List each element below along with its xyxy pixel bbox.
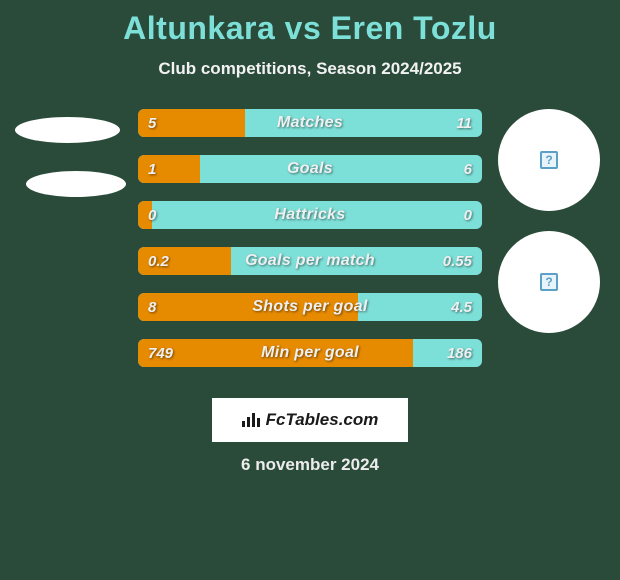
stat-right-value: 6 — [464, 155, 472, 183]
player2-avatar: ? — [498, 109, 600, 211]
comparison-panel: ? ? 5Matches11 1Goals6 0Hattricks0 0.2Goals… — [0, 109, 620, 389]
stat-row: 1Goals6 — [138, 155, 482, 183]
logo-bars-icon — [242, 413, 260, 427]
player2-club-avatar: ? — [498, 231, 600, 333]
player1-avatar-ellipse — [15, 117, 120, 143]
stat-right-value: 4.5 — [451, 293, 472, 321]
stat-label: Min per goal — [138, 339, 482, 367]
image-placeholder-icon: ? — [540, 151, 558, 169]
stat-row: 0Hattricks0 — [138, 201, 482, 229]
stat-label: Goals — [138, 155, 482, 183]
stat-right-value: 0 — [464, 201, 472, 229]
stat-row: 5Matches11 — [138, 109, 482, 137]
date-label: 6 november 2024 — [0, 455, 620, 475]
player2-avatar-group: ? ? — [494, 109, 604, 333]
stat-bars: 5Matches11 1Goals6 0Hattricks0 0.2Goals per… — [138, 109, 482, 385]
player1-avatar-group — [8, 109, 126, 197]
stat-row: 8Shots per goal4.5 — [138, 293, 482, 321]
page-title: Altunkara vs Eren Tozlu — [0, 0, 620, 47]
logo-text: FcTables.com — [266, 410, 379, 430]
stat-label: Matches — [138, 109, 482, 137]
stat-row: 0.2Goals per match0.55 — [138, 247, 482, 275]
stat-label: Hattricks — [138, 201, 482, 229]
fctables-logo: FcTables.com — [212, 398, 408, 442]
stat-right-value: 0.55 — [443, 247, 472, 275]
stat-right-value: 11 — [456, 109, 472, 137]
stat-label: Shots per goal — [138, 293, 482, 321]
player1-club-ellipse — [26, 171, 126, 197]
image-placeholder-icon: ? — [540, 273, 558, 291]
subtitle: Club competitions, Season 2024/2025 — [0, 59, 620, 79]
stat-row: 749Min per goal186 — [138, 339, 482, 367]
stat-label: Goals per match — [138, 247, 482, 275]
stat-right-value: 186 — [447, 339, 472, 367]
